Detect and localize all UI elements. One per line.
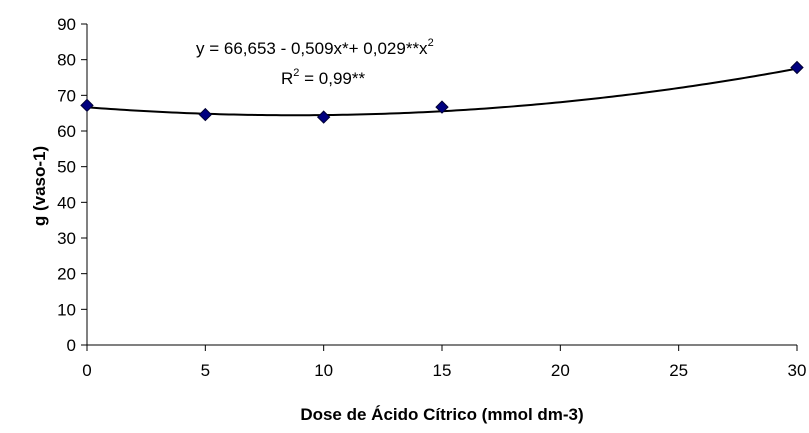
x-axis-title: Dose de Ácido Cítrico (mmol dm-3) xyxy=(300,405,583,424)
x-tick-label: 10 xyxy=(314,361,333,380)
r-squared: R2 = 0,99** xyxy=(281,67,365,88)
x-tick-label: 0 xyxy=(82,361,91,380)
y-tick-label: 80 xyxy=(57,51,76,70)
x-tick-label: 20 xyxy=(551,361,570,380)
x-tick-label: 15 xyxy=(433,361,452,380)
x-tick-label: 25 xyxy=(669,361,688,380)
data-points xyxy=(80,60,804,124)
y-tick-label: 60 xyxy=(57,122,76,141)
y-tick-label: 90 xyxy=(57,15,76,34)
y-tick-label: 30 xyxy=(57,229,76,248)
y-tick-label: 40 xyxy=(57,193,76,212)
x-axis: 0 5 10 15 20 25 30 xyxy=(82,344,807,380)
y-tick-label: 10 xyxy=(57,300,76,319)
y-tick-label: 50 xyxy=(57,158,76,177)
data-point xyxy=(435,100,449,114)
data-point xyxy=(316,110,331,124)
y-tick-label: 0 xyxy=(67,336,76,355)
data-point xyxy=(790,60,804,75)
y-tick-label: 70 xyxy=(57,86,76,105)
data-point xyxy=(80,98,94,113)
x-tick-label: 30 xyxy=(788,361,807,380)
y-axis: 0 10 20 30 40 50 60 70 80 90 xyxy=(57,15,88,355)
y-axis-title: g (vaso-1) xyxy=(30,146,49,226)
x-tick-label: 5 xyxy=(201,361,210,380)
y-tick-label: 20 xyxy=(57,265,76,284)
regression-equation: y = 66,653 - 0,509x*+ 0,029**x2 xyxy=(196,37,434,58)
data-point xyxy=(198,107,213,122)
